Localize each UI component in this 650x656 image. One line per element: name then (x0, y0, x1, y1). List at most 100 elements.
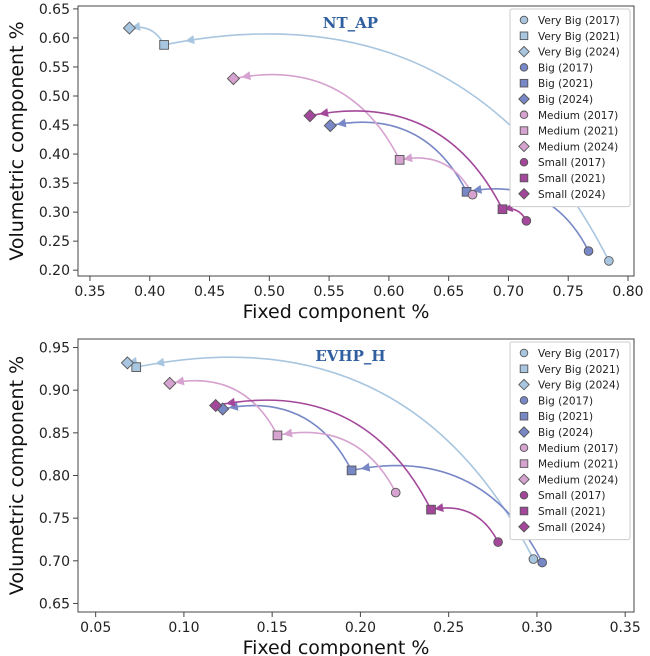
legend-marker (519, 443, 529, 453)
legend-marker (519, 396, 529, 405)
legend-entry: Medium (2021) (538, 126, 618, 138)
data-point (394, 155, 405, 165)
y-tick-label: 0.45 (39, 118, 70, 134)
y-tick-label: 0.95 (39, 341, 70, 357)
data-point (346, 465, 357, 476)
legend-entry: Big (2024) (538, 94, 593, 106)
x-tick-label: 0.35 (610, 620, 641, 636)
x-tick-label: 0.75 (553, 284, 584, 300)
legend-marker (518, 426, 530, 438)
legend: Very Big (2017) Very Big (2021) Very Big (… (509, 341, 631, 541)
legend-entry: Medium (2017) (538, 110, 618, 122)
x-tick-label: 0.20 (345, 620, 376, 636)
legend-marker (519, 459, 529, 468)
legend-marker (518, 378, 530, 391)
trajectory-arrowhead (225, 397, 236, 407)
y-tick-label: 0.55 (39, 60, 70, 76)
data-point (159, 40, 169, 50)
chart-title: EVHP_H (315, 347, 385, 365)
data-point (537, 557, 548, 568)
y-tick-label: 0.40 (39, 147, 70, 163)
legend-marker (519, 348, 529, 358)
x-tick-label: 0.60 (373, 284, 404, 300)
trajectory-arrowhead (241, 71, 251, 81)
trajectory-curve (277, 431, 397, 493)
x-tick-label: 0.30 (521, 620, 552, 636)
y-tick-label: 0.60 (39, 31, 70, 47)
legend-marker (518, 140, 530, 153)
trajectory-arrowhead (155, 357, 165, 367)
x-tick-label: 0.40 (134, 284, 165, 300)
y-axis-label: Volumetric component % (6, 356, 28, 595)
data-point (583, 246, 594, 256)
trajectory-arrowhead (336, 118, 347, 128)
legend-entry: Small (2017) (538, 490, 605, 502)
trajectory-arrowhead (472, 184, 483, 194)
x-axis-label: Fixed component % (243, 637, 430, 656)
y-tick-label: 0.85 (39, 426, 70, 442)
legend-entry: Big (2017) (538, 62, 593, 74)
data-point (528, 554, 539, 564)
legend-entry: Medium (2017) (538, 443, 618, 455)
legend-entry: Small (2024) (538, 189, 605, 201)
legend-entry: Very Big (2024) (538, 380, 620, 392)
chart-title: NT_AP (323, 14, 378, 32)
trajectory-curve (169, 379, 279, 436)
y-tick-label: 0.75 (39, 511, 70, 527)
chart-panel-1: 0.35 0.40 0.45 0.50 0.55 0.60 0.65 0.70 0.75 0.80… (6, 2, 644, 323)
y-tick-label: 0.65 (39, 596, 70, 612)
legend-marker (518, 473, 530, 486)
trajectory-arrowhead (360, 462, 371, 472)
trajectory-arrowhead (228, 401, 239, 411)
y-tick-label: 0.90 (39, 383, 70, 399)
y-tick-label: 0.50 (39, 89, 70, 105)
data-point (521, 216, 532, 226)
x-tick-label: 0.70 (493, 284, 524, 300)
legend-entry: Medium (2024) (538, 474, 618, 486)
trajectory-curve (215, 399, 432, 510)
trajectory-arrowhead (403, 153, 413, 163)
legend-marker (519, 15, 529, 25)
x-axis-label: Fixed component % (243, 301, 430, 323)
x-tick-label: 0.10 (168, 620, 199, 636)
legend-marker (519, 364, 529, 374)
data-point (226, 71, 241, 86)
data-point (323, 118, 337, 133)
legend-marker (519, 506, 529, 516)
trajectory-arrowhead (174, 376, 185, 386)
data-point (303, 109, 317, 123)
x-tick-label: 0.50 (254, 284, 285, 300)
trajectory-arrowhead (283, 428, 293, 438)
data-point (426, 504, 436, 515)
legend-entry: Big (2024) (538, 427, 593, 439)
y-tick-label: 0.35 (39, 176, 70, 192)
y-tick-label: 0.30 (39, 205, 70, 221)
legend-entry: Very Big (2021) (538, 31, 620, 43)
legend-marker (518, 520, 530, 533)
y-axis-label: Volumetric component % (6, 21, 28, 260)
data-point (163, 376, 177, 390)
y-tick-label: 0.20 (39, 263, 70, 279)
legend-entry: Medium (2021) (538, 459, 618, 471)
y-tick-label: 0.25 (39, 234, 70, 250)
legend-entry: Big (2021) (538, 411, 593, 423)
legend: Very Big (2017) Very Big (2021) Very Big (… (509, 8, 631, 208)
y-tick-label: 0.65 (39, 2, 70, 18)
x-tick-label: 0.35 (74, 284, 105, 300)
trajectory-arrowhead (185, 35, 195, 45)
y-tick-label: 0.80 (39, 469, 70, 485)
legend-entry: Very Big (2017) (538, 15, 620, 27)
trajectory-arrowhead (434, 503, 444, 512)
legend-marker (518, 187, 530, 200)
data-point (493, 537, 503, 547)
legend-entry: Very Big (2021) (538, 364, 620, 376)
data-point (272, 430, 283, 441)
legend-entry: Big (2017) (538, 395, 593, 407)
legend-entry: Small (2021) (538, 506, 605, 518)
legend-marker (519, 173, 529, 183)
trajectory-curve (309, 110, 504, 210)
legend-entry: Small (2021) (538, 173, 605, 185)
data-point (122, 21, 137, 35)
legend-marker (519, 490, 529, 500)
